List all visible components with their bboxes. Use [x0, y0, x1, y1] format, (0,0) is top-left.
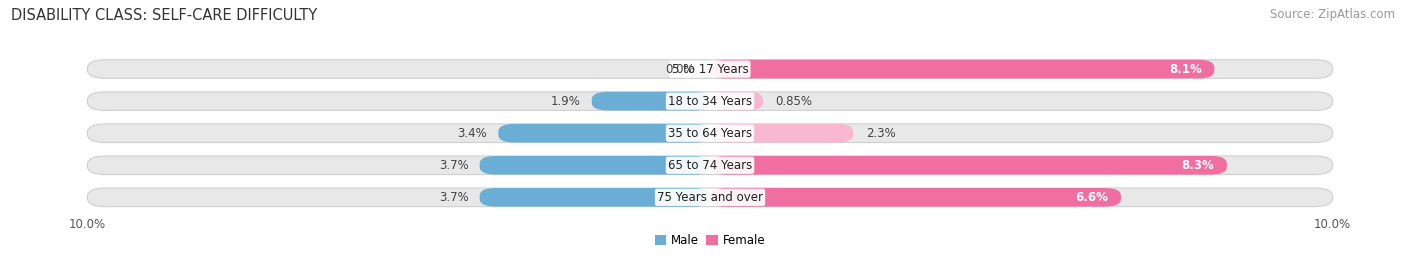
Text: 3.7%: 3.7%: [439, 159, 468, 172]
Text: 5 to 17 Years: 5 to 17 Years: [672, 63, 748, 76]
Text: 75 Years and over: 75 Years and over: [657, 191, 763, 204]
Text: Source: ZipAtlas.com: Source: ZipAtlas.com: [1270, 8, 1395, 21]
Text: 6.6%: 6.6%: [1076, 191, 1108, 204]
Text: 10.0%: 10.0%: [69, 218, 105, 230]
Text: 18 to 34 Years: 18 to 34 Years: [668, 95, 752, 108]
FancyBboxPatch shape: [703, 60, 710, 78]
FancyBboxPatch shape: [498, 124, 710, 143]
FancyBboxPatch shape: [87, 60, 1333, 78]
FancyBboxPatch shape: [87, 92, 1333, 110]
Text: DISABILITY CLASS: SELF-CARE DIFFICULTY: DISABILITY CLASS: SELF-CARE DIFFICULTY: [11, 8, 318, 23]
Text: 3.4%: 3.4%: [457, 127, 486, 140]
Text: 8.3%: 8.3%: [1181, 159, 1215, 172]
FancyBboxPatch shape: [710, 60, 1215, 78]
FancyBboxPatch shape: [710, 156, 1227, 174]
FancyBboxPatch shape: [87, 188, 1333, 207]
FancyBboxPatch shape: [87, 156, 1333, 174]
Text: 65 to 74 Years: 65 to 74 Years: [668, 159, 752, 172]
FancyBboxPatch shape: [710, 92, 763, 110]
FancyBboxPatch shape: [87, 124, 1333, 143]
Text: 10.0%: 10.0%: [1315, 218, 1351, 230]
FancyBboxPatch shape: [479, 156, 710, 174]
Legend: Male, Female: Male, Female: [650, 229, 770, 252]
Text: 0.85%: 0.85%: [776, 95, 813, 108]
FancyBboxPatch shape: [479, 188, 710, 207]
FancyBboxPatch shape: [710, 188, 1121, 207]
Text: 35 to 64 Years: 35 to 64 Years: [668, 127, 752, 140]
Text: 3.7%: 3.7%: [439, 191, 468, 204]
FancyBboxPatch shape: [592, 92, 710, 110]
Text: 1.9%: 1.9%: [551, 95, 581, 108]
Text: 0.0%: 0.0%: [665, 63, 695, 76]
Text: 8.1%: 8.1%: [1170, 63, 1202, 76]
FancyBboxPatch shape: [710, 124, 853, 143]
Text: 2.3%: 2.3%: [866, 127, 896, 140]
